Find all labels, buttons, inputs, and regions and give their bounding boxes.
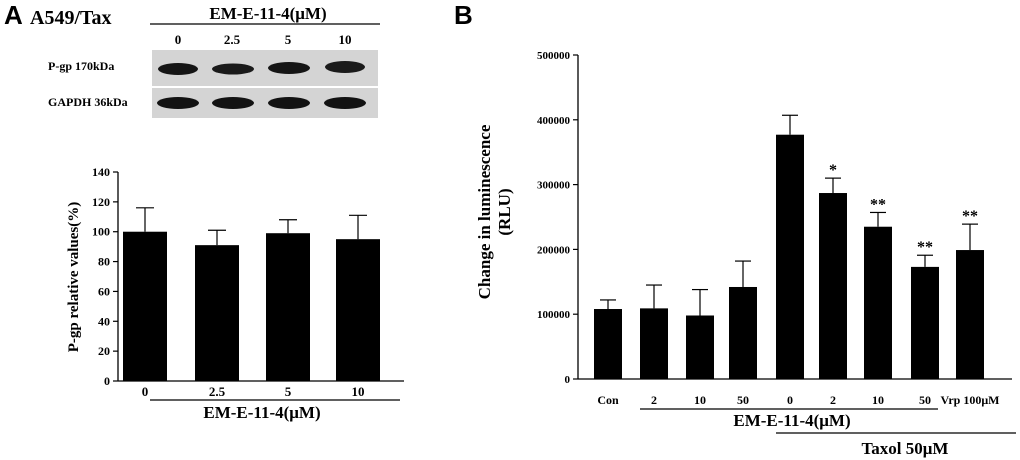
x-tick-label: 0: [787, 393, 793, 407]
y-tick-label: 20: [98, 344, 110, 358]
significance-marker: **: [917, 239, 933, 256]
western-blot-gapdh: [152, 88, 378, 118]
x-tick-label: 2.5: [209, 384, 226, 399]
blot-row-label-pgp: P-gp 170kDa: [48, 59, 114, 73]
significance-marker: **: [962, 208, 978, 225]
x-tick-label: 10: [694, 393, 706, 407]
bar: [640, 308, 668, 379]
y-axis-title-line1: Change in luminescence: [475, 124, 494, 299]
blot-band: [212, 63, 254, 75]
cell-line-label: A549/Tax: [30, 7, 112, 29]
blot-band: [158, 63, 198, 75]
y-tick-label: 120: [92, 195, 110, 209]
blot-lane-label: 10: [339, 32, 352, 47]
x-tick-label: 10: [872, 393, 884, 407]
blot-band: [268, 62, 310, 74]
chart-a-pgp-relative-values: 0 20 40 60 80 100 120 140 0 2.5 5 10 EM-E-11-4(μM) P-…: [66, 165, 404, 422]
bar: [195, 245, 239, 381]
bar: [594, 309, 622, 379]
bar: [336, 239, 380, 381]
blot-lane-label: 0: [175, 32, 182, 47]
bar: [729, 286, 757, 379]
x-tick-label: 2: [651, 393, 657, 407]
x-tick-label: 2: [830, 393, 836, 407]
x-tick-label: 5: [285, 384, 292, 399]
western-blot-pgp: [152, 50, 378, 86]
blot-row-label-gapdh: GAPDH 36kDa: [48, 95, 128, 109]
bar: [911, 266, 939, 379]
y-tick-label: 80: [98, 255, 110, 269]
blot-lane-label: 2.5: [224, 32, 241, 47]
y-axis-title-line2: (RLU): [495, 188, 514, 235]
group-label-em: EM-E-11-4(μM): [733, 411, 850, 430]
y-tick-label: 0: [565, 374, 571, 386]
y-tick-label: 300000: [537, 180, 571, 192]
panel-b-letter: B: [454, 0, 473, 30]
significance-marker: **: [870, 196, 886, 213]
chart-b-luminescence: 0 100000 200000 300000 400000 500000 Con 2 10 50 0…: [475, 50, 1016, 458]
x-tick-label: 50: [919, 393, 931, 407]
x-tick-label: Con: [597, 393, 619, 407]
bar: [776, 134, 804, 379]
y-tick-label: 100: [92, 225, 110, 239]
y-tick-label: 140: [92, 165, 110, 179]
x-tick-label: 10: [352, 384, 365, 399]
blot-lane-label: 5: [285, 32, 292, 47]
panel-a-letter: A: [4, 0, 23, 30]
y-tick-label: 400000: [537, 115, 571, 127]
blot-band: [268, 97, 310, 109]
blot-band: [325, 61, 365, 73]
x-tick-label: 50: [737, 393, 749, 407]
group-label-taxol: Taxol 50μM: [862, 439, 949, 458]
y-tick-label: 200000: [537, 244, 571, 256]
y-tick-label: 100000: [537, 309, 571, 321]
bar: [123, 231, 167, 381]
y-axis-title: P-gp relative values(%): [66, 202, 82, 353]
bar: [266, 233, 310, 381]
y-tick-label: 40: [98, 314, 110, 328]
blot-treatment-label: EM-E-11-4(μM): [209, 4, 326, 23]
significance-marker: *: [829, 162, 837, 179]
y-tick-label: 60: [98, 284, 110, 298]
x-tick-label: Vrp 100μM: [941, 393, 1000, 407]
blot-band: [212, 97, 254, 109]
bar: [819, 193, 847, 379]
blot-band: [157, 97, 199, 109]
y-tick-label: 500000: [537, 50, 571, 62]
blot-band: [324, 97, 366, 109]
x-tick-label: 0: [142, 384, 149, 399]
bar: [864, 226, 892, 379]
x-axis-title: EM-E-11-4(μM): [203, 403, 320, 422]
y-tick-label: 0: [104, 374, 110, 388]
bar: [956, 250, 984, 379]
bar: [686, 315, 714, 379]
